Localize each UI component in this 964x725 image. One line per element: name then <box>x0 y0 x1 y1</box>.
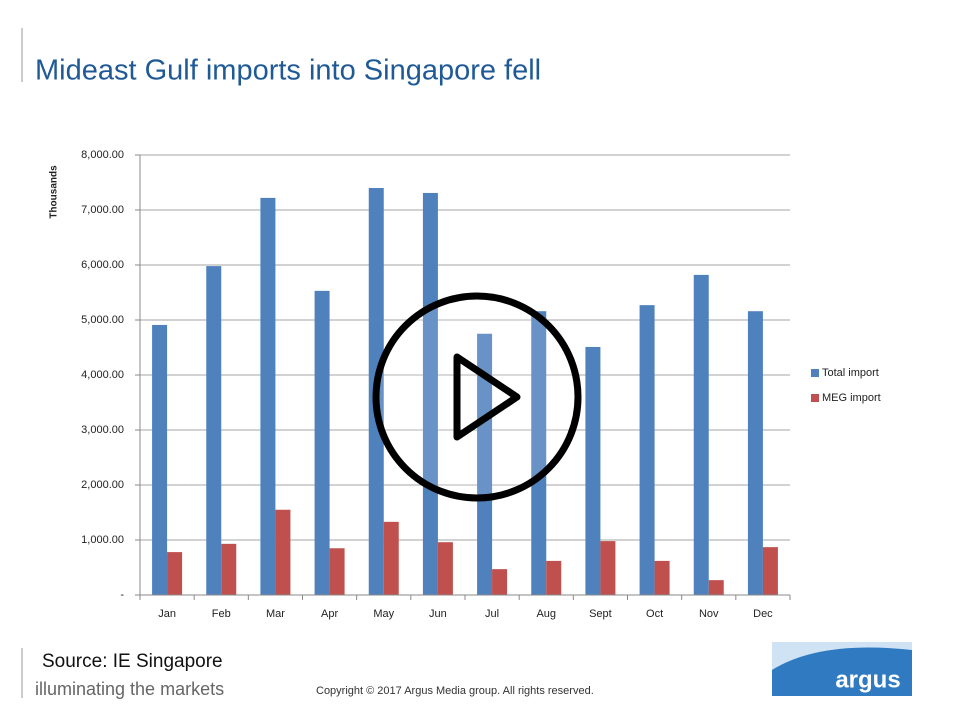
chart-title: Mideast Gulf imports into Singapore fell <box>35 55 541 87</box>
bar <box>693 274 709 595</box>
bar <box>531 311 547 595</box>
bar <box>654 560 670 595</box>
x-tick-label: Jul <box>485 608 499 620</box>
legend-label: MEG import <box>822 392 881 404</box>
y-tick-label: 4,000.00 <box>81 369 124 381</box>
x-tick-label: Nov <box>699 608 719 620</box>
y-tick-label: 3,000.00 <box>81 424 124 436</box>
bar <box>275 509 291 595</box>
tagline: illuminating the markets <box>35 679 224 699</box>
x-tick-label: Feb <box>212 608 231 620</box>
bar <box>747 311 763 595</box>
bar <box>167 552 183 595</box>
legend-label: Total import <box>822 367 879 379</box>
x-tick-label: Apr <box>321 608 338 620</box>
copyright: Copyright © 2017 Argus Media group. All … <box>316 685 594 697</box>
x-tick-label: Sept <box>589 608 612 620</box>
bar <box>422 192 438 595</box>
bar <box>762 547 778 595</box>
x-tick-label: Dec <box>753 608 773 620</box>
plot: - 1,000.00 2,000.00 3,000.00 4,000.00 5,000.0… <box>81 149 881 620</box>
bar <box>492 569 508 595</box>
bar <box>383 521 399 595</box>
y-tick-label: - <box>120 589 124 601</box>
y-tick-label: 1,000.00 <box>81 534 124 546</box>
y-tick-label: 7,000.00 <box>81 204 124 216</box>
bar <box>639 305 655 595</box>
bar <box>329 548 345 595</box>
x-tick-label: Oct <box>646 608 663 620</box>
bar <box>260 197 276 595</box>
y-tick-label: 5,000.00 <box>81 314 124 326</box>
play-icon[interactable] <box>453 353 521 441</box>
x-tick-label: Mar <box>266 608 285 620</box>
logo: argus <box>835 666 900 693</box>
x-tick-label: Jun <box>429 608 447 620</box>
y-tick-label: 8,000.00 <box>81 149 124 161</box>
bar <box>221 543 237 595</box>
bar <box>314 290 330 595</box>
x-tick-label: Aug <box>536 608 556 620</box>
play-circle[interactable] <box>372 292 582 502</box>
logo-swoosh <box>772 642 912 670</box>
y-tick-label: 6,000.00 <box>81 259 124 271</box>
x-tick-label: May <box>373 608 394 620</box>
x-tick-label: Jan <box>158 608 176 620</box>
bar <box>206 266 222 595</box>
bar <box>546 560 562 595</box>
y-axis-label: Thousands <box>49 165 60 219</box>
bar <box>600 541 616 595</box>
legend-swatch <box>811 394 819 402</box>
play-button[interactable] <box>372 292 582 502</box>
bar <box>477 333 493 595</box>
bar <box>152 324 168 595</box>
bar <box>585 346 601 595</box>
y-tick-label: 2,000.00 <box>81 479 124 491</box>
bar <box>437 542 453 595</box>
bar <box>708 580 724 595</box>
source: Source: IE Singapore <box>42 651 223 672</box>
legend-swatch <box>811 369 819 377</box>
